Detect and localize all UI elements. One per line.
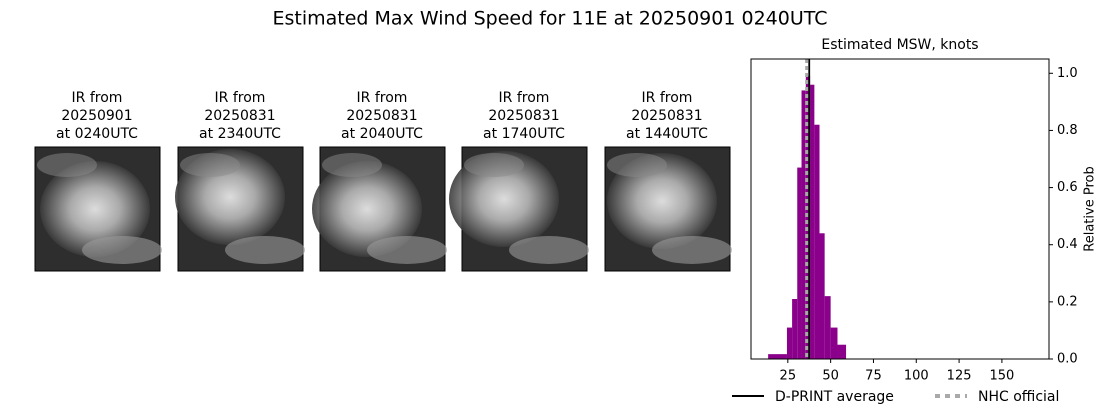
bar [797,167,802,359]
y-tick-label: 0.8 [1057,123,1078,138]
figure-title: Estimated Max Wind Speed for 11E at 2025… [272,8,827,30]
panel-label: at 2340UTC [199,126,281,142]
bar [792,299,798,359]
bar [801,90,806,359]
cloud-band [607,153,667,177]
y-tick-label: 0.2 [1057,294,1078,309]
x-tick-label: 75 [865,369,882,384]
panel-label: 20250831 [346,108,417,124]
panel-label: IR from [357,90,408,106]
bar [810,84,815,359]
panel-label: IR from [215,90,266,106]
cloud-band [322,153,382,177]
chart-title: Estimated MSW, knots [821,37,978,53]
panel-label: 20250831 [204,108,275,124]
legend-label: NHC official [978,389,1059,405]
x-tick-label: 50 [822,369,839,384]
panel-label: IR from [72,90,123,106]
panel-label: IR from [499,90,550,106]
y-axis-label: Relative Prob [1083,166,1098,251]
panel-label: at 2040UTC [341,126,423,142]
panel-label: 20250901 [61,108,132,124]
y-tick-label: 1.0 [1057,66,1078,81]
cloud-mass [449,151,559,247]
cloud-band [37,153,97,177]
panel-label: 20250831 [631,108,702,124]
cloud-band [180,153,240,177]
bar [824,296,831,359]
bar [786,327,793,359]
bar [814,124,820,359]
bar [830,327,838,359]
x-tick-label: 125 [947,369,972,384]
bar [805,76,811,360]
x-tick-label: 150 [989,369,1014,384]
y-tick-label: 0.4 [1057,237,1078,252]
panel-label: at 0240UTC [56,126,138,142]
cloud-band [464,153,524,177]
panel-label: 20250831 [488,108,559,124]
bar [837,344,847,359]
x-tick-label: 100 [904,369,929,384]
cloud-band [82,236,162,264]
cloud-band [509,236,589,264]
cloud-band [225,236,305,264]
cloud-mass [40,161,150,257]
legend-label: D-PRINT average [775,389,894,405]
cloud-band [652,236,732,264]
cloud-band [367,236,447,264]
plot-frame [750,58,1050,360]
panel-label: at 1440UTC [626,126,708,142]
y-tick-label: 0.0 [1057,352,1078,367]
panel-label: at 1740UTC [483,126,565,142]
y-tick-label: 0.6 [1057,180,1078,195]
bar [768,354,787,359]
x-tick-label: 25 [780,369,797,384]
cloud-mass [607,153,717,249]
panel-label: IR from [642,90,693,106]
bar [819,233,825,359]
cloud-mass [312,161,422,257]
